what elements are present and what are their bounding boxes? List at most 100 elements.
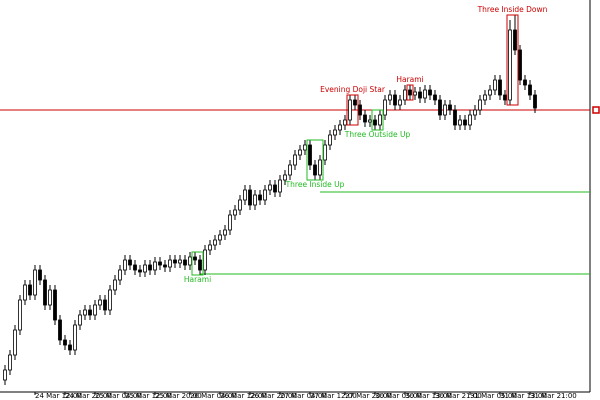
candle-body	[153, 261, 157, 271]
candle-body	[273, 184, 277, 193]
candle-body	[488, 89, 492, 96]
candle-body	[268, 184, 272, 191]
x-tick-label: 26 Mar 04:00	[190, 392, 237, 400]
candle-body	[238, 199, 242, 211]
candle-body	[28, 284, 32, 296]
candle-body	[38, 269, 42, 281]
candle-body	[43, 279, 47, 306]
candle-body	[353, 99, 357, 106]
candle-body	[13, 329, 17, 356]
candle-body	[133, 264, 137, 271]
x-tick-label: 27 Mar 04:00	[280, 392, 327, 400]
candle-body	[63, 339, 67, 346]
candle-body	[228, 214, 232, 231]
candle-body	[443, 104, 447, 116]
candle-body	[88, 309, 92, 316]
candle-body	[73, 324, 77, 351]
pattern-box	[506, 14, 519, 106]
x-tick-label: 30 Mar 13:00	[405, 392, 452, 400]
candle-body	[358, 104, 362, 116]
candle-body	[103, 299, 107, 311]
x-tick-label: 25 Mar 04:00	[95, 392, 142, 400]
candle-body	[393, 94, 397, 106]
candle-body	[203, 249, 207, 271]
x-tick-label: 24 Mar 20:00	[65, 392, 112, 400]
candle-body	[33, 269, 37, 296]
candle-body	[23, 284, 27, 301]
candle-body	[473, 109, 477, 116]
x-tick-label: 25 Mar 12:00	[125, 392, 172, 400]
candle-body	[408, 89, 412, 96]
x-tick-label: 31 Mar 13:00	[500, 392, 547, 400]
candle-body	[113, 279, 117, 291]
candle-body	[438, 99, 442, 116]
x-tick-label: 25 Mar 20:00	[155, 392, 202, 400]
candle-body	[83, 309, 87, 316]
pattern-label: Three Inside Down	[477, 5, 548, 14]
candle-body	[173, 259, 177, 264]
candle-body	[208, 244, 212, 251]
x-tick-label: 30 Mar 05:00	[375, 392, 422, 400]
pattern-label: Evening Doji Star	[320, 85, 386, 94]
candle-body	[218, 234, 222, 241]
candle-body	[403, 89, 407, 101]
candle-body	[288, 164, 292, 176]
candle-body	[468, 114, 472, 126]
x-tick-label: 30 Mar 21:00	[435, 392, 482, 400]
x-tick-label: 26 Mar 20:00	[250, 392, 297, 400]
candle-body	[253, 194, 257, 206]
candle-body	[493, 79, 497, 91]
x-tick-label: 26 Mar 12:00	[220, 392, 267, 400]
candle-body	[368, 119, 372, 123]
candle-body	[68, 344, 72, 351]
candle-body	[498, 79, 502, 96]
candle-body	[3, 369, 7, 381]
candle-body	[343, 119, 347, 126]
candle-body	[503, 94, 507, 101]
candle-body	[178, 259, 182, 264]
candle-body	[338, 124, 342, 131]
candle-body	[78, 314, 82, 326]
candle-body	[333, 129, 337, 136]
candle-body	[363, 114, 367, 123]
candle-body	[313, 164, 317, 176]
candle-body	[373, 119, 377, 126]
price-marker	[592, 106, 600, 114]
candle-body	[158, 261, 162, 266]
candle-body	[518, 49, 522, 81]
candle-body	[233, 209, 237, 216]
candle-body	[513, 29, 517, 51]
candle-body	[323, 144, 327, 161]
candle-body	[528, 84, 532, 96]
candle-body	[433, 94, 437, 101]
candle-body	[458, 119, 462, 126]
candle-body	[383, 99, 387, 116]
candle-body	[318, 159, 322, 176]
candle-body	[308, 144, 312, 166]
pattern-label: Harami	[184, 275, 211, 284]
candle-body	[138, 269, 142, 273]
pattern-box	[191, 251, 204, 276]
candle-body	[193, 256, 197, 261]
candle-body	[303, 144, 307, 151]
candle-body	[128, 259, 132, 266]
candle-body	[58, 319, 62, 341]
x-tick-label: 27 Mar 20:00	[345, 392, 392, 400]
candle-body	[18, 299, 22, 331]
candle-body	[278, 179, 282, 193]
pattern-label: Three Outside Up	[344, 130, 411, 139]
candle-body	[448, 104, 452, 111]
candle-body	[478, 99, 482, 111]
candle-body	[143, 264, 147, 273]
candle-body	[418, 91, 422, 99]
candle-body	[213, 239, 217, 246]
candle-body	[283, 174, 287, 181]
candle-body	[463, 119, 467, 126]
candle-body	[508, 29, 512, 101]
pattern-box	[346, 94, 359, 126]
x-tick-label: 31 Mar 21:00	[530, 392, 577, 400]
candle-body	[348, 99, 352, 121]
candle-body	[8, 354, 12, 371]
